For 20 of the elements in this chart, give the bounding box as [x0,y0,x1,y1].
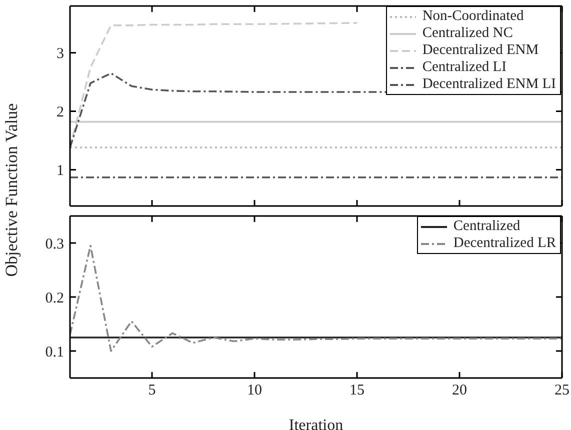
legend-label: Centralized NC [422,25,513,42]
x-tick-label: 25 [554,382,570,399]
y-tick-label: 0.2 [45,290,64,306]
x-tick-label: 5 [148,382,156,399]
legend-label: Centralized [453,218,520,235]
x-tick-label: 20 [452,382,467,399]
x-axis-title: Iteration [288,417,344,430]
legend-label: Centralized LI [422,59,506,76]
x-tick-label: 15 [350,382,364,399]
y-axis-title: Objective Function Value [2,103,22,277]
legend-label: Non-Coordinated [422,8,524,25]
y-tick-label: 2 [56,104,64,121]
y-tick-label: 0.1 [45,344,64,360]
y-tick-label: 1 [56,163,64,180]
legend-label: Decentralized LR [453,235,556,252]
x-tick-label: 10 [247,382,262,399]
legend-label: Decentralized ENM [422,42,539,59]
legend-label: Decentralized ENM LI [422,76,556,93]
y-tick-label: 3 [56,46,64,62]
y-tick-label: 0.3 [45,236,64,252]
